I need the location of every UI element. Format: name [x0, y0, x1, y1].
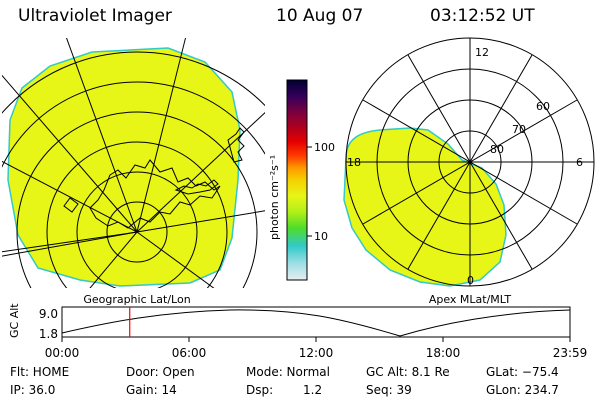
- info-sequence: Seq: 39: [366, 383, 412, 397]
- mlt-label-18: 18: [347, 156, 361, 169]
- info-dsp-label: Dsp:: [246, 383, 274, 397]
- geographic-map: [2, 38, 265, 288]
- colorbar-unit-label: photon cm⁻²s⁻¹: [268, 155, 281, 240]
- altitude-curve: [61, 309, 571, 337]
- altitude-ytick-low: 1.8: [39, 327, 58, 341]
- coastline-island: [174, 179, 219, 195]
- info-gain: Gain: 14: [126, 383, 177, 397]
- altitude-xtick-2359: 23:59: [553, 346, 588, 360]
- altitude-ytick-high: 9.0: [39, 307, 58, 321]
- mlat-label-70: 70: [512, 123, 526, 136]
- aurora-image-geo: [7, 47, 241, 287]
- geo-map-label: Geographic Lat/Lon: [83, 293, 190, 306]
- colorbar: [286, 79, 308, 281]
- header-date: 10 Aug 07: [276, 6, 364, 26]
- altitude-xtick-0600: 06:00: [172, 346, 207, 360]
- coastline-south-america: [227, 127, 245, 163]
- info-mode: Mode: Normal: [246, 365, 330, 379]
- info-ip: IP: 36.0: [10, 383, 56, 397]
- info-geo-latitude: GLat: −75.4: [486, 365, 559, 379]
- mlt-map-label: Apex MLat/MLT: [429, 293, 512, 306]
- altitude-plot-frame: [61, 306, 571, 338]
- info-dsp-value: 1.2: [303, 383, 323, 397]
- info-flight: Flt: HOME: [10, 365, 70, 379]
- header-time: 03:12:52 UT: [430, 6, 535, 26]
- mlat-label-60: 60: [536, 100, 550, 113]
- aurora-image-mlt: [343, 127, 507, 287]
- coastline-west: [63, 197, 79, 213]
- mlt-label-0: 0: [467, 274, 474, 287]
- coastline-antarctica: [89, 159, 221, 229]
- instrument-title: Ultraviolet Imager: [18, 6, 172, 26]
- altitude-xtick-1200: 12:00: [299, 346, 334, 360]
- colorbar-tick-label-100: 100: [314, 141, 335, 154]
- info-geo-longitude: GLon: 234.7: [486, 383, 559, 397]
- mlt-label-6: 6: [576, 156, 583, 169]
- altitude-plot: GC Alt 9.0 1.8 00:00 06:00 12:00 18:00 2…: [8, 303, 587, 360]
- mlt-label-12: 12: [475, 46, 489, 59]
- altitude-xtick-0000: 00:00: [45, 346, 80, 360]
- altitude-ylabel: GC Alt: [8, 303, 21, 338]
- info-door: Door: Open: [126, 365, 195, 379]
- mlt-polar-map: 12 18 6 0 60 70 80: [343, 37, 595, 287]
- colorbar-tick-label-10: 10: [314, 230, 328, 243]
- altitude-xtick-1800: 18:00: [426, 346, 461, 360]
- mlat-label-80: 80: [490, 143, 504, 156]
- info-gc-altitude: GC Alt: 8.1 Re: [366, 365, 450, 379]
